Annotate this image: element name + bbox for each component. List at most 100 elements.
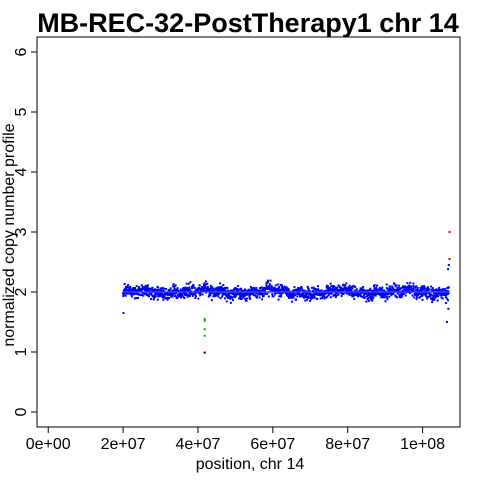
data-point <box>274 291 277 294</box>
data-point <box>312 286 315 289</box>
data-point <box>169 293 172 296</box>
data-point <box>412 282 415 285</box>
data-point <box>416 286 419 289</box>
data-point <box>324 289 327 292</box>
data-point <box>317 288 320 291</box>
data-point <box>430 288 433 291</box>
data-point <box>134 292 137 295</box>
data-point <box>447 299 449 302</box>
data-point <box>248 293 251 296</box>
data-point <box>224 288 227 291</box>
data-point <box>141 288 144 291</box>
data-point <box>414 286 417 289</box>
data-point <box>264 292 267 295</box>
data-point <box>382 296 385 299</box>
outlier-point <box>203 334 206 337</box>
data-point <box>295 288 298 291</box>
data-point <box>179 288 182 291</box>
data-point <box>327 294 330 297</box>
data-point <box>361 290 364 293</box>
data-point <box>442 292 445 295</box>
data-point <box>221 295 224 298</box>
data-point <box>383 289 386 292</box>
data-point <box>373 292 376 295</box>
data-point <box>158 292 161 295</box>
data-point <box>415 285 418 288</box>
data-point <box>237 285 240 287</box>
data-point <box>405 291 408 294</box>
data-point <box>217 293 220 296</box>
data-point <box>222 287 225 290</box>
data-point <box>380 288 383 291</box>
data-point <box>258 287 261 290</box>
data-point <box>337 293 340 296</box>
data-point <box>368 292 371 295</box>
data-point <box>144 290 147 293</box>
data-point <box>301 288 304 291</box>
data-point <box>132 289 135 292</box>
data-point <box>423 288 426 291</box>
data-point <box>335 294 338 297</box>
data-point <box>235 294 238 297</box>
data-point <box>394 295 397 298</box>
data-point <box>369 287 372 290</box>
data-point <box>152 298 155 301</box>
data-point <box>330 285 333 288</box>
data-point <box>421 293 424 296</box>
data-point <box>328 289 331 292</box>
data-point <box>326 286 329 289</box>
data-point <box>228 296 231 299</box>
data-point <box>279 289 282 292</box>
data-point <box>162 287 165 290</box>
data-point <box>291 296 294 299</box>
data-point <box>402 291 405 294</box>
data-point <box>209 289 212 292</box>
data-point <box>258 291 261 294</box>
data-point <box>268 285 271 288</box>
data-point <box>240 294 243 297</box>
data-point <box>265 284 268 287</box>
data-point <box>360 289 363 292</box>
data-point <box>179 292 182 295</box>
data-point <box>382 292 385 295</box>
data-point <box>426 295 429 298</box>
data-point <box>210 299 213 302</box>
data-point <box>267 287 270 290</box>
data-point <box>207 295 210 298</box>
data-point <box>204 290 207 293</box>
data-point <box>347 288 350 291</box>
data-point <box>128 287 131 290</box>
data-point <box>305 294 308 297</box>
data-point <box>447 290 450 293</box>
data-point <box>147 295 150 298</box>
data-point <box>383 296 386 299</box>
data-point <box>443 287 446 290</box>
data-point <box>150 297 153 300</box>
y-tick-label: 3 <box>13 227 30 236</box>
data-point <box>160 290 163 293</box>
data-point <box>310 286 313 289</box>
data-point <box>262 294 265 297</box>
data-point <box>371 293 374 296</box>
data-point <box>249 297 252 300</box>
data-point <box>413 296 416 299</box>
data-point <box>294 294 297 297</box>
data-point <box>244 288 247 291</box>
data-point <box>405 286 408 289</box>
data-point <box>428 288 431 291</box>
data-point <box>419 292 422 295</box>
data-point <box>332 286 335 289</box>
data-point <box>243 290 246 293</box>
data-point <box>189 294 191 297</box>
data-point <box>217 289 220 292</box>
data-point <box>166 291 169 294</box>
data-point <box>197 297 200 300</box>
data-point <box>378 286 381 289</box>
data-point <box>420 287 423 290</box>
data-point <box>174 288 177 291</box>
data-point <box>224 293 227 296</box>
data-point <box>375 293 378 296</box>
data-point <box>252 291 255 294</box>
data-point <box>302 292 305 295</box>
